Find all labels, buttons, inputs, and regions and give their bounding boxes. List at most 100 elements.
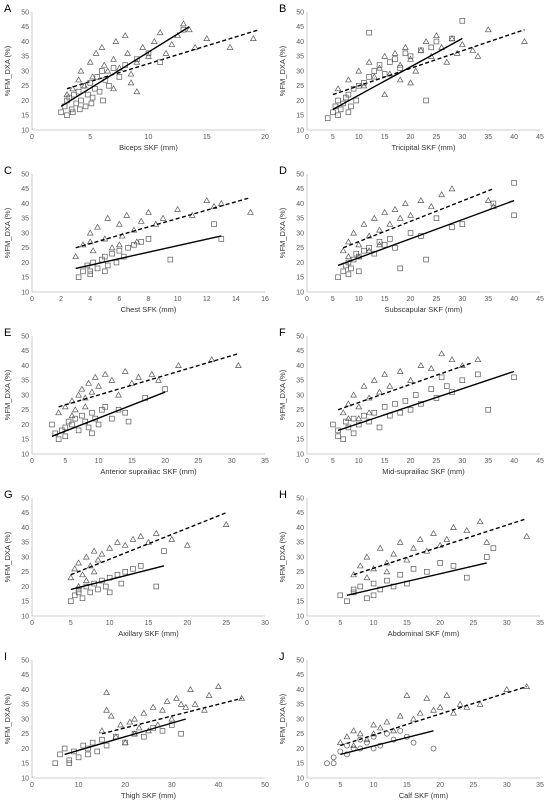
data-point-triangle [370,721,377,728]
data-point-square [376,424,383,431]
y-tick-label: 35 [21,54,29,61]
data-point-square [92,85,98,92]
x-tick-label: 0 [305,782,309,789]
data-point-triangle [433,32,440,39]
data-point-triangle [121,32,129,39]
data-point-square [113,259,120,266]
y-tick-label: 25 [21,569,29,576]
x-tick-label: 15 [145,620,153,627]
data-point-triangle [67,574,75,581]
y-tick-label: 25 [296,569,304,576]
fit-line-solid [337,199,515,267]
data-point-square [87,271,93,278]
data-point-square [381,242,388,248]
x-tick-label: 25 [222,620,230,627]
data-point-triangle [339,247,347,254]
data-point-triangle [360,220,368,227]
data-point-triangle [133,88,141,95]
chart-panel: B 10 15 20 25 30 35 40 45 50 0 5 10 15 20 25 30 35 40 45 Tri… [278,3,544,152]
x-axis-label: Abdominal SKF (mm) [388,629,460,638]
fit-line-dashed [58,353,239,408]
data-point-triangle [376,226,383,233]
data-point-square [94,265,101,272]
fit-line-dashed [353,517,527,576]
data-point-triangle [100,61,108,68]
data-point-triangle [386,70,394,77]
x-tick-label: 45 [536,134,544,141]
x-tick-label: 20 [436,782,444,789]
x-tick-label: 10 [145,134,153,141]
y-tick-label: 50 [296,495,304,502]
x-tick-label: 20 [121,782,129,789]
data-point-square [114,571,121,578]
data-point-square [361,412,367,419]
data-point-square [178,730,184,737]
data-point-square [361,80,367,86]
y-axis-label: %FM_DXA (%) [3,207,12,258]
data-point-triangle [180,20,187,27]
data-point-triangle [155,376,162,383]
data-point-triangle [355,241,363,248]
x-tick-label: 2 [59,296,63,303]
x-tick-label: 25 [470,620,478,627]
data-point-triangle [391,49,399,56]
data-point-square [66,760,73,766]
x-tick-label: 35 [536,782,544,789]
data-point-triangle [521,37,528,44]
y-tick-label: 45 [21,510,29,517]
data-point-triangle [355,67,363,74]
data-point-triangle [474,356,482,363]
data-point-triangle [381,208,389,215]
data-point-square [384,577,390,584]
y-tick-label: 40 [296,525,304,532]
data-point-square [397,409,403,416]
data-point-triangle [137,532,145,539]
data-point-triangle [355,403,363,410]
y-tick-label: 50 [21,657,29,664]
data-point-triangle [339,409,347,416]
data-point-square [511,180,517,186]
data-point-square [57,751,63,758]
data-point-square [459,377,466,383]
y-tick-label: 20 [296,260,304,267]
data-point-square [55,436,62,442]
data-point-square [330,421,336,428]
data-point-triangle [95,382,102,389]
data-point-triangle [365,58,373,65]
x-tick-label: 20 [183,620,191,627]
data-point-square [138,239,144,245]
y-tick-label: 40 [21,201,29,208]
data-point-triangle [430,529,437,536]
x-tick-label: 30 [503,620,511,627]
x-tick-label: 10 [75,782,83,789]
data-point-square [407,230,414,236]
x-tick-label: 50 [261,782,269,789]
data-point-triangle [79,241,87,248]
data-point-square [100,97,106,104]
fit-line-dashed [337,361,473,411]
data-point-triangle [416,535,424,542]
y-tick-label: 25 [296,407,304,414]
y-tick-label: 50 [296,333,304,340]
x-axis-label: Chest SFK (mm) [121,305,177,314]
data-point-triangle [104,67,112,74]
x-tick-label: 40 [510,134,518,141]
fit-line-solid [60,26,190,107]
y-tick-label: 15 [296,599,304,606]
data-point-square [387,59,393,65]
data-point-triangle [203,197,211,204]
x-axis-label: Mid-suprailiac SKF (mm) [382,467,465,476]
x-tick-label: 5 [88,134,92,141]
data-point-square [89,739,96,746]
data-point-triangle [187,685,194,692]
data-point-triangle [92,49,100,56]
data-point-triangle [117,721,124,728]
data-point-triangle [174,205,182,212]
data-point-triangle [82,577,90,584]
y-tick-label: 30 [21,230,29,237]
data-point-triangle [476,518,484,525]
x-tick-label: 10 [174,296,182,303]
data-point-triangle [386,382,394,389]
data-point-triangle [503,685,511,692]
